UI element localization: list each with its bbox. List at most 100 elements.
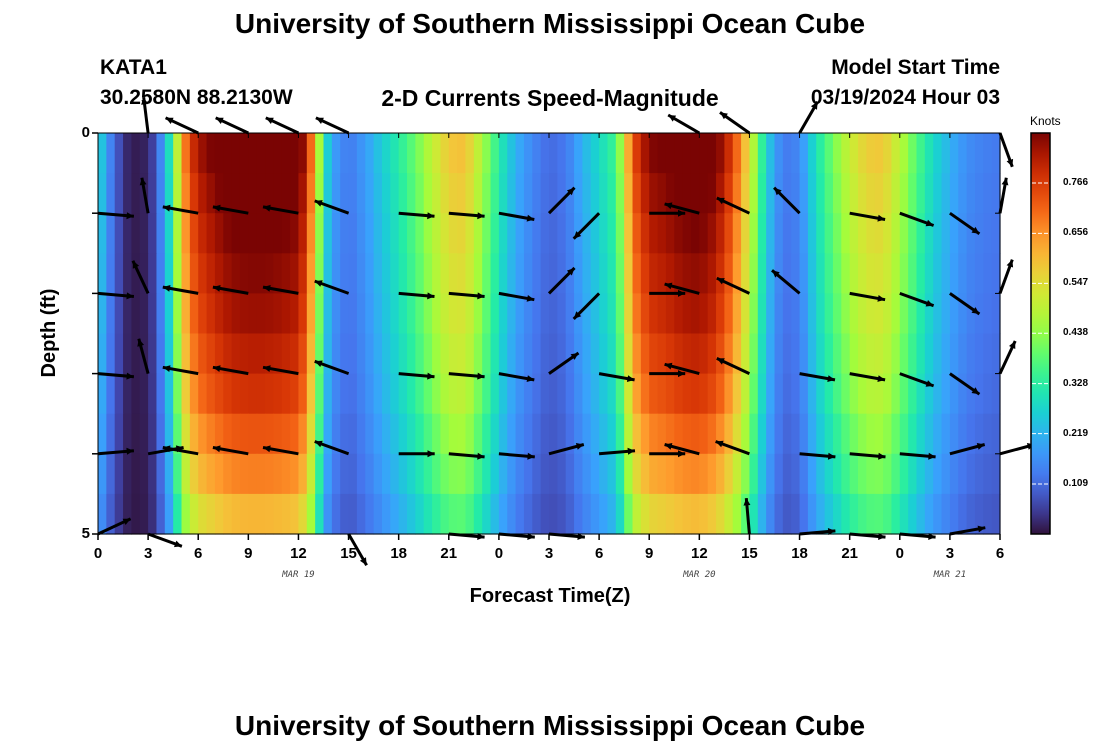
heatmap-cell [248,413,258,455]
heatmap-cell [173,333,183,375]
current-vector [799,452,836,460]
heatmap-cell [732,333,742,375]
heatmap-cell [423,133,433,174]
heatmap-cell [933,293,943,335]
heatmap-cell [657,413,667,455]
current-vector [547,186,576,215]
heatmap-cell [139,413,149,455]
heatmap-cell [757,213,767,254]
heatmap-cell [949,493,959,535]
heatmap-cell [782,333,792,375]
heatmap-cell [782,253,792,294]
heatmap-cell [198,213,208,254]
heatmap-cell [114,453,124,495]
heatmap-cell [323,253,333,294]
heatmap-cell [615,213,625,254]
heatmap-cell [858,293,867,335]
heatmap-cell [407,333,416,375]
heatmap-cell [415,373,425,415]
heatmap-cell [507,173,517,214]
heatmap-cell [298,453,308,495]
heatmap-cell [239,453,249,495]
heatmap-cell [899,293,909,335]
current-vector [849,372,886,382]
heatmap-cell [799,253,809,294]
heatmap-cell [173,213,183,254]
heatmap-cell [398,293,408,335]
heatmap-cell [841,213,851,254]
heatmap-cell [523,133,533,174]
heatmap-cells [98,133,1001,535]
heatmap-cell [448,213,458,254]
heatmap-cell [98,133,107,174]
heatmap-cell [657,293,667,335]
heatmap-cell [532,173,542,214]
heatmap-cell [540,453,550,495]
heatmap-cell [139,493,149,535]
current-vector [598,447,636,456]
heatmap-cell [498,133,508,174]
heatmap-cell [298,133,308,174]
heatmap-cell [582,453,592,495]
heatmap-cell [164,333,174,375]
heatmap-cell [440,173,450,214]
heatmap-cell [707,333,717,375]
heatmap-cell [473,133,483,174]
x-tick-label: 6 [194,545,203,562]
current-vector [664,443,700,456]
heatmap-cell [390,413,400,455]
heatmap-cell [415,333,425,375]
heatmap-cell [457,253,467,294]
heatmap-cell [624,413,634,455]
x-tick-label: 15 [741,545,758,562]
heatmap-cell [941,493,951,535]
heatmap-cell [323,213,333,254]
heatmap-cell [983,453,993,495]
current-vector [773,186,801,215]
heatmap-cell [148,253,158,294]
heatmap-cell [549,413,558,455]
heatmap-cell [273,213,283,254]
heatmap-cell [908,333,918,375]
heatmap-cell [373,173,383,214]
heatmap-cell [248,333,258,375]
heatmap-cell [757,453,767,495]
heatmap-cell [306,173,316,214]
heatmap-cell [941,213,951,254]
heatmap-cell [114,373,124,415]
heatmap-cell [331,173,341,214]
heatmap-cell [774,453,784,495]
heatmap-cell [933,253,943,294]
heatmap-cell [248,213,258,254]
heatmap-cell [223,173,233,214]
heatmap-cell [665,253,675,294]
heatmap-cell [432,293,442,335]
heatmap-cell [523,413,533,455]
current-vector [771,269,801,295]
heatmap-cell [432,253,442,294]
heatmap-cell [724,293,734,335]
heatmap-cell [365,413,375,455]
heatmap-cell [574,173,584,214]
heatmap-cell [649,173,659,214]
current-vector [715,440,750,456]
current-vector [719,111,751,135]
heatmap-cell [440,333,450,375]
heatmap-cell [457,293,467,335]
current-vector [716,276,751,295]
heatmap-cell [832,333,842,375]
heatmap-cell [473,213,483,254]
heatmap-cell [757,133,767,174]
heatmap-cell [465,333,475,375]
heatmap-cell [356,373,366,415]
heatmap-cell [707,373,717,415]
heatmap-cell [540,293,550,335]
heatmap-cell [599,413,609,455]
heatmap-cell [665,173,675,214]
heatmap-cell [214,133,224,174]
heatmap-cell [766,493,776,535]
heatmap-cell [156,293,166,335]
current-vector [137,338,150,374]
heatmap-cell [415,453,425,495]
heatmap-cell [624,133,634,174]
